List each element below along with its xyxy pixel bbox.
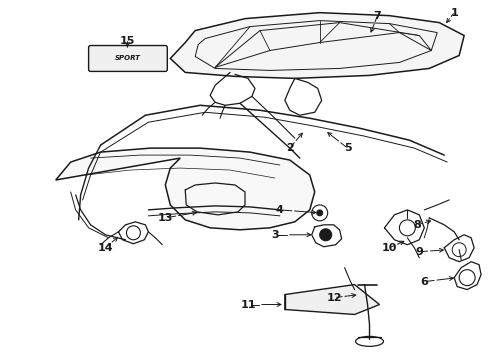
Polygon shape	[171, 13, 464, 78]
Text: 4: 4	[276, 205, 284, 215]
Text: 10: 10	[382, 243, 397, 253]
Text: 5: 5	[344, 143, 351, 153]
Text: 1: 1	[450, 8, 458, 18]
Text: 7: 7	[373, 11, 381, 21]
FancyBboxPatch shape	[89, 45, 167, 71]
Circle shape	[317, 210, 323, 216]
Text: 2: 2	[286, 143, 294, 153]
Circle shape	[319, 229, 332, 241]
Text: 15: 15	[120, 36, 135, 46]
Circle shape	[323, 232, 328, 237]
Text: 6: 6	[420, 276, 428, 287]
Text: 9: 9	[416, 247, 423, 257]
Text: 3: 3	[271, 230, 279, 240]
Text: 11: 11	[240, 300, 256, 310]
Text: 14: 14	[98, 243, 113, 253]
Polygon shape	[285, 285, 379, 315]
Polygon shape	[56, 148, 315, 230]
Text: 13: 13	[158, 213, 173, 223]
Text: SPORT: SPORT	[115, 55, 141, 62]
Text: 8: 8	[414, 220, 421, 230]
Text: 12: 12	[327, 293, 343, 302]
